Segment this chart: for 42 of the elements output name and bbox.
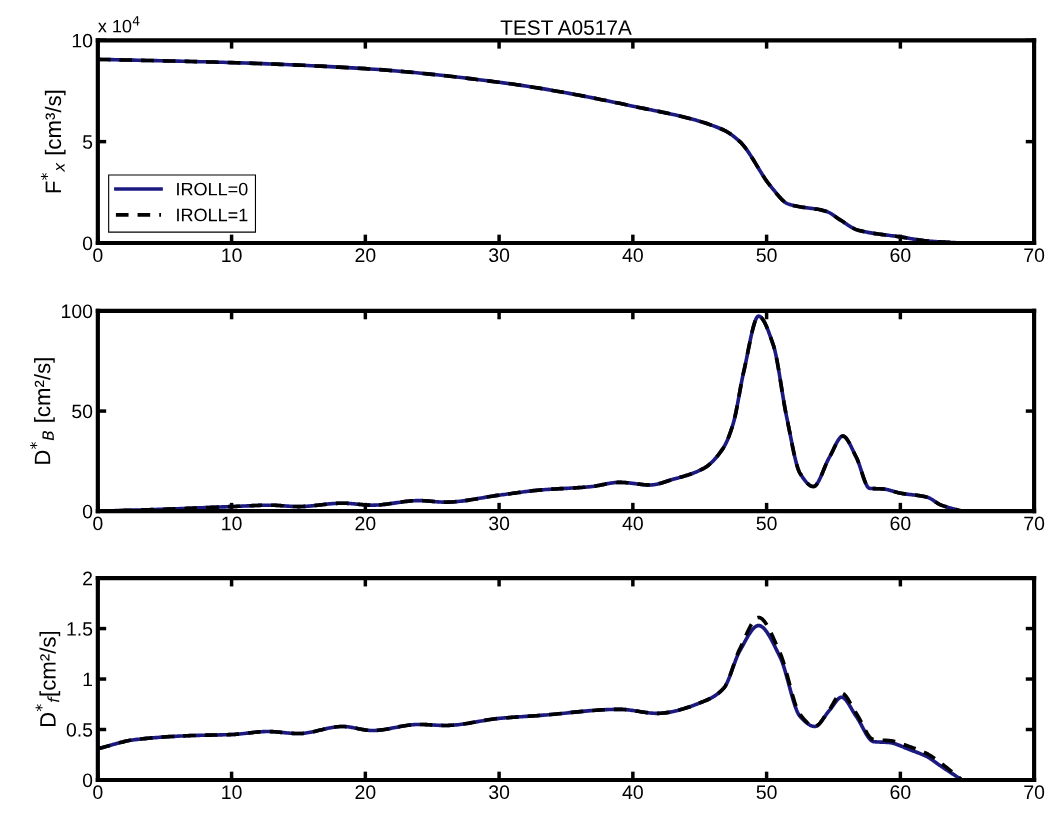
- text: x 10$^{4}$: [98, 16, 140, 33]
- x-tick-label: 60: [890, 248, 911, 263]
- y-axis-title: D$^{*}$$_{B}$ [cm²/s]: [30, 358, 55, 464]
- x-tick-label: 40: [622, 785, 643, 800]
- x-tick-label: 10: [222, 248, 242, 263]
- x-tick-label: 50: [756, 248, 777, 263]
- x-tick-label: 20: [355, 785, 376, 800]
- x-tick-label: 10: [222, 785, 242, 800]
- legend-label: IROLL=0: [177, 182, 248, 196]
- x-tick-label: 50: [756, 785, 777, 800]
- y-tick-label: 1: [83, 672, 93, 687]
- legend-label: IROLL=1: [177, 208, 248, 222]
- x-tick-label: 70: [1024, 785, 1045, 800]
- x-tick-label: 30: [489, 516, 510, 531]
- x-tick-label: 40: [622, 248, 643, 263]
- x-tick-label: 0: [93, 785, 103, 800]
- x-tick-label: 20: [355, 248, 376, 263]
- y-tick-label: 0: [82, 773, 93, 788]
- x-tick-label: 0: [93, 516, 103, 531]
- x-tick-label: 70: [1024, 516, 1045, 531]
- y-tick-label: 2: [83, 571, 92, 586]
- y-tick-label: 10: [72, 33, 93, 48]
- x-tick-label: 20: [355, 516, 376, 531]
- x-tick-label: 50: [756, 516, 777, 531]
- x-tick-label: 70: [1024, 248, 1045, 263]
- x-tick-label: 30: [489, 785, 510, 800]
- y-tick-label: 0.5: [66, 722, 93, 737]
- x-tick-label: 60: [890, 785, 911, 800]
- y-tick-label: 0: [82, 504, 93, 519]
- y-tick-label: 50: [72, 404, 93, 419]
- x-tick-label: 40: [622, 516, 643, 531]
- x-tick-label: 60: [890, 516, 911, 531]
- x-tick-label: 10: [222, 516, 242, 531]
- y-axis-title: F$^{*}$$_{x}$ [cm³/s]: [40, 90, 66, 193]
- y-tick-label: 0: [82, 236, 93, 251]
- x-tick-label: 30: [489, 248, 510, 263]
- y-tick-label: 100: [62, 304, 93, 319]
- x-tick-label: 0: [93, 248, 103, 263]
- y-tick-label: 5: [82, 135, 93, 149]
- chart-title: TEST A0517A: [500, 20, 632, 35]
- y-axis-title: D$^{*}$$_{f}$[cm²/s]: [35, 631, 61, 727]
- y-tick-label: 1.5: [67, 622, 93, 636]
